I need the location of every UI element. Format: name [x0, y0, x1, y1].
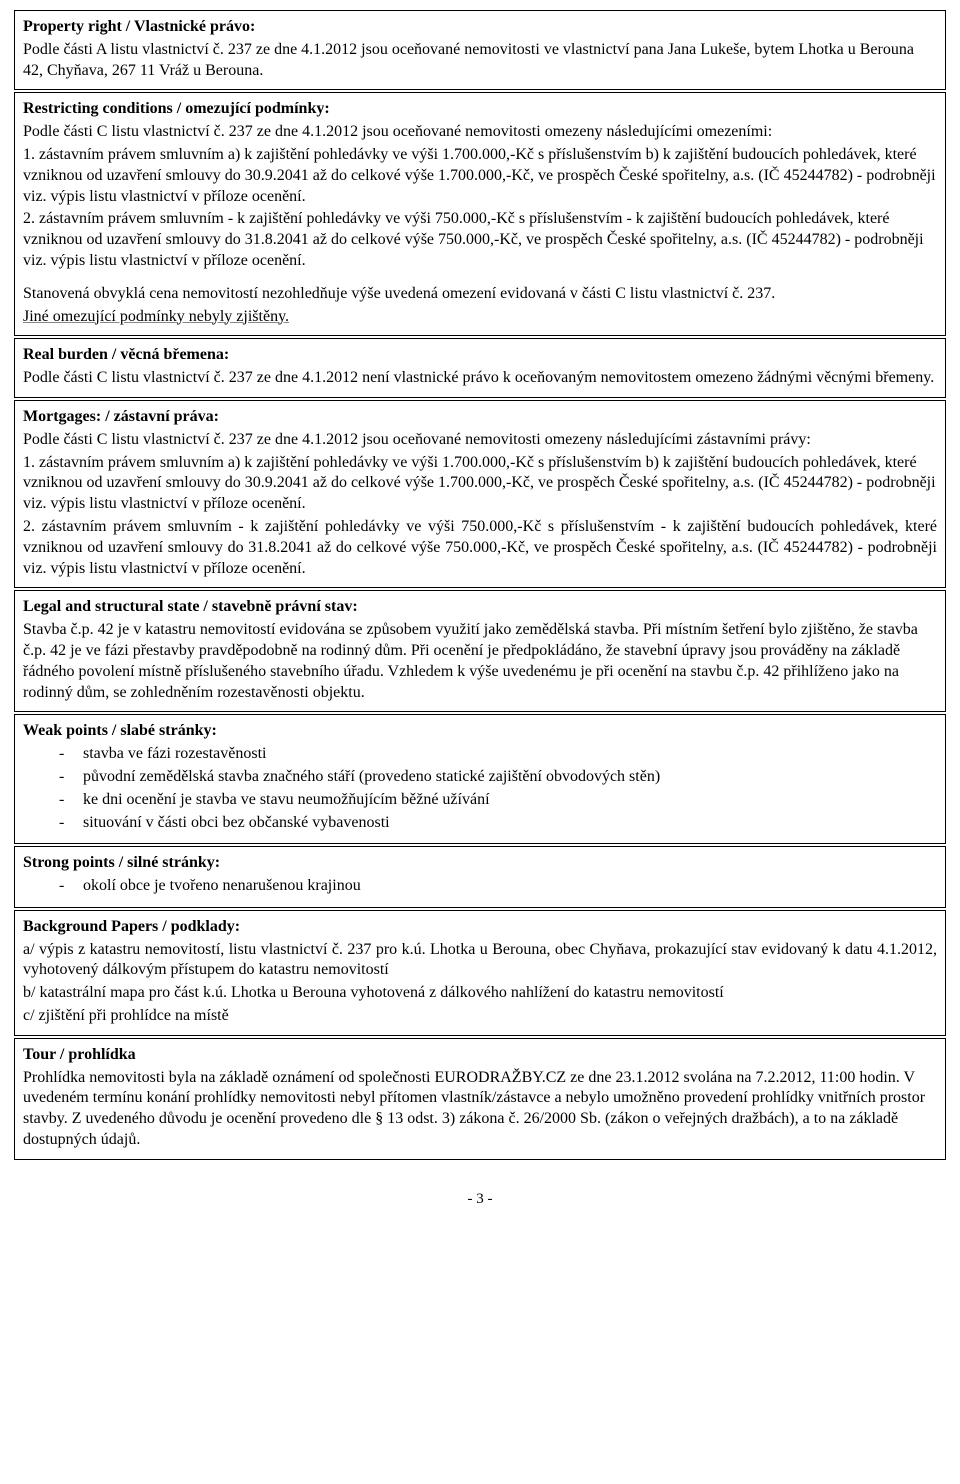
- restricting-item-2: 2. zástavním právem smluvním - k zajiště…: [23, 209, 937, 271]
- list-item: původní zemědělská stavba značného stáří…: [59, 767, 937, 788]
- section-real-burden: Real burden / věcná břemena: Podle části…: [14, 338, 946, 398]
- restricting-note-2: Jiné omezující podmínky nebyly zjištěny.: [23, 307, 937, 328]
- mortgages-intro: Podle části C listu vlastnictví č. 237 z…: [23, 430, 937, 451]
- mortgages-item-2: 2. zástavním právem smluvním - k zajiště…: [23, 517, 937, 579]
- strong-points-list: okolí obce je tvořeno nenarušenou krajin…: [23, 876, 937, 897]
- page-number: - 3 -: [14, 1190, 946, 1210]
- background-b: b/ katastrální mapa pro část k.ú. Lhotka…: [23, 983, 937, 1004]
- weak-points-list: stavba ve fázi rozestavěnosti původní ze…: [23, 744, 937, 833]
- heading-property-right: Property right / Vlastnické právo:: [23, 17, 937, 38]
- list-item: ke dni ocenění je stavba ve stavu neumož…: [59, 790, 937, 811]
- section-weak-points: Weak points / slabé stránky: stavba ve f…: [14, 714, 946, 844]
- heading-mortgages: Mortgages: / zástavní práva:: [23, 407, 937, 428]
- background-c: c/ zjištění při prohlídce na místě: [23, 1006, 937, 1027]
- background-a: a/ výpis z katastru nemovitostí, listu v…: [23, 940, 937, 982]
- heading-strong-points: Strong points / silné stránky:: [23, 853, 937, 874]
- body-real-burden: Podle části C listu vlastnictví č. 237 z…: [23, 368, 937, 389]
- heading-background: Background Papers / podklady:: [23, 917, 937, 938]
- body-legal-state: Stavba č.p. 42 je v katastru nemovitostí…: [23, 620, 937, 703]
- heading-legal-state: Legal and structural state / stavebně pr…: [23, 597, 937, 618]
- section-background: Background Papers / podklady: a/ výpis z…: [14, 910, 946, 1036]
- mortgages-item-1: 1. zástavním právem smluvním a) k zajišt…: [23, 453, 937, 515]
- section-strong-points: Strong points / silné stránky: okolí obc…: [14, 846, 946, 908]
- section-property-right: Property right / Vlastnické právo: Podle…: [14, 10, 946, 90]
- restricting-note-1: Stanovená obvyklá cena nemovitostí nezoh…: [23, 284, 937, 305]
- heading-real-burden: Real burden / věcná břemena:: [23, 345, 937, 366]
- document-page: Property right / Vlastnické právo: Podle…: [0, 0, 960, 1229]
- section-restricting: Restricting conditions / omezující podmí…: [14, 92, 946, 336]
- list-item: situování v části obci bez občanské vyba…: [59, 813, 937, 834]
- list-item: okolí obce je tvořeno nenarušenou krajin…: [59, 876, 937, 897]
- body-tour: Prohlídka nemovitosti byla na základě oz…: [23, 1068, 937, 1151]
- heading-restricting: Restricting conditions / omezující podmí…: [23, 99, 937, 120]
- list-item: stavba ve fázi rozestavěnosti: [59, 744, 937, 765]
- heading-tour: Tour / prohlídka: [23, 1045, 937, 1066]
- section-mortgages: Mortgages: / zástavní práva: Podle části…: [14, 400, 946, 588]
- section-tour: Tour / prohlídka Prohlídka nemovitosti b…: [14, 1038, 946, 1160]
- restricting-item-1: 1. zástavním právem smluvním a) k zajišt…: [23, 145, 937, 207]
- body-property-right: Podle části A listu vlastnictví č. 237 z…: [23, 40, 937, 82]
- section-legal-state: Legal and structural state / stavebně pr…: [14, 590, 946, 712]
- restricting-intro: Podle části C listu vlastnictví č. 237 z…: [23, 122, 937, 143]
- heading-weak-points: Weak points / slabé stránky:: [23, 721, 937, 742]
